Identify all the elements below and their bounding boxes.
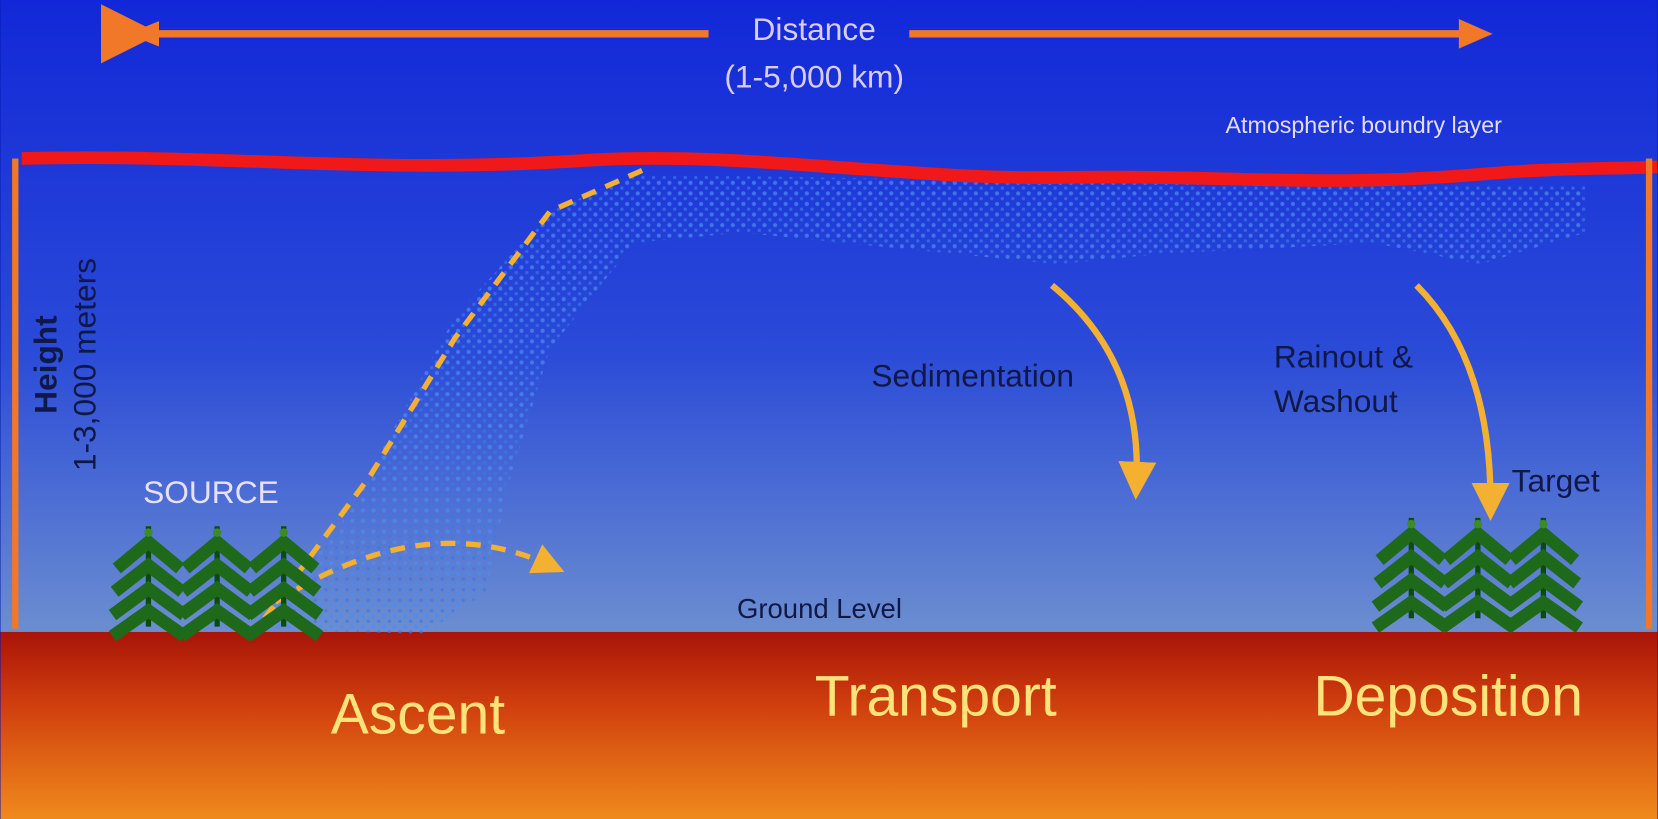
height-label: Height xyxy=(27,315,63,414)
target-label: Target xyxy=(1512,462,1600,498)
stage-label: Transport xyxy=(815,665,1057,729)
diagram: Distance (1-5,000 km) Atmospheric boundr… xyxy=(0,0,1658,819)
distance-label: Distance xyxy=(753,11,876,47)
stage-label: Ascent xyxy=(331,683,506,747)
page: {"distance": {"label": "Distance", "rang… xyxy=(0,0,1658,819)
distance-range: (1-5,000 km) xyxy=(724,59,904,95)
stage-label: Deposition xyxy=(1313,665,1583,729)
rainout-label: Rainout & xyxy=(1274,339,1413,375)
sedimentation-label: Sedimentation xyxy=(871,358,1074,394)
height-range: 1-3,000 meters xyxy=(67,258,103,471)
boundary-layer-label: Atmospheric boundry layer xyxy=(1226,112,1503,138)
rainout-label: Washout xyxy=(1274,383,1398,419)
ground-label: Ground Level xyxy=(737,593,902,624)
source-label: SOURCE xyxy=(143,474,279,510)
